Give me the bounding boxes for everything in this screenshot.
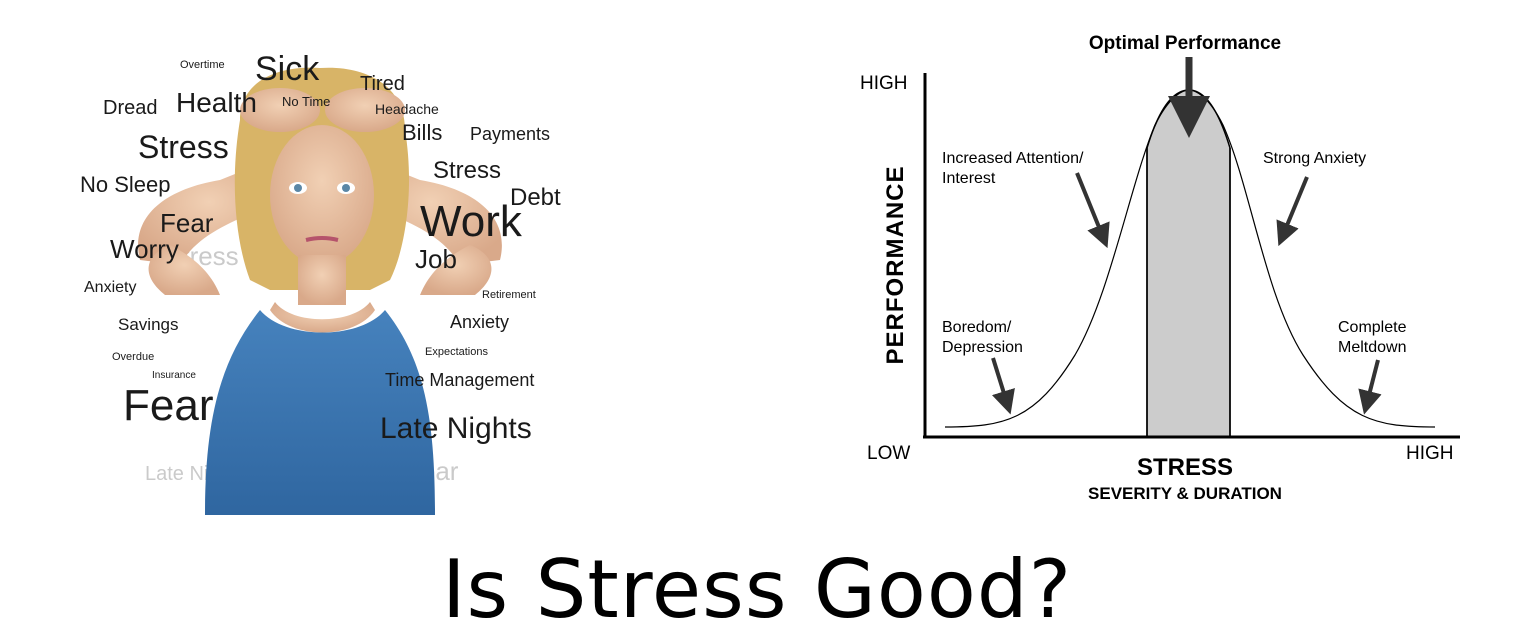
meltdown-arrow-icon [1358,359,1382,415]
stress-word: Payments [470,124,550,144]
stress-word: Job [415,244,457,274]
stress-word: Bills [402,120,442,145]
stress-word: Time Management [385,370,534,390]
annotation-depression: Depression [942,339,1023,356]
annotation-complete: Complete [1338,319,1407,336]
x-low-label: LOW [867,443,910,464]
y-high-label: HIGH [860,73,908,94]
stress-word: Work [420,197,523,246]
annotation-interest: Interest [942,170,996,187]
annotation-boredom: Boredom/ [942,319,1012,336]
stress-word: Retirement [482,289,536,301]
stressed-woman-photo: Stress Late Nights Fear Overtime Sick Dr… [80,50,561,515]
stress-word: No Sleep [80,172,171,197]
stress-word: Fear [123,381,213,430]
stress-word: No Time [282,94,330,109]
stress-word: Tired [360,73,405,95]
chart-title: Optimal Performance [1089,33,1281,54]
x-axis-title: STRESS [1137,454,1233,481]
stress-word: Fear [160,208,214,238]
annotation-strong-anxiety: Strong Anxiety [1263,150,1366,167]
boredom-arrow-icon [991,357,1015,415]
annotation-increased-attention: Increased Attention/ [942,150,1084,167]
stress-word: Debt [510,184,561,211]
stress-word: Expectations [425,346,488,358]
slide-title: Is Stress Good? [441,543,1073,636]
stress-word: Worry [110,234,179,264]
x-axis-subtitle: SEVERITY & DURATION [1088,484,1282,503]
attention-arrow-icon [1075,172,1110,249]
anxiety-arrow-icon [1276,176,1309,247]
stress-word: Stress [433,157,501,184]
optimal-zone [1146,89,1231,438]
y-axis-label: PERFORMANCE [882,165,909,364]
stress-word: Overtime [180,59,225,71]
stress-word: Health [176,87,257,118]
stress-word: Headache [375,101,439,117]
stress-word: Overdue [112,351,154,363]
stress-word: Sick [255,50,320,88]
annotation-meltdown: Meltdown [1338,339,1406,356]
stress-word: Insurance [152,370,196,381]
stress-word: Stress [138,129,229,165]
stress-word: Anxiety [84,279,136,296]
stress-word: Late Nights [380,412,532,445]
stress-word: Anxiety [450,312,509,332]
x-high-label: HIGH [1406,443,1454,464]
stress-word: Dread [103,97,157,119]
stress-performance-chart: Optimal Performance HIGH PERFORMANCE LOW… [860,33,1460,503]
stress-word: Savings [118,315,178,334]
